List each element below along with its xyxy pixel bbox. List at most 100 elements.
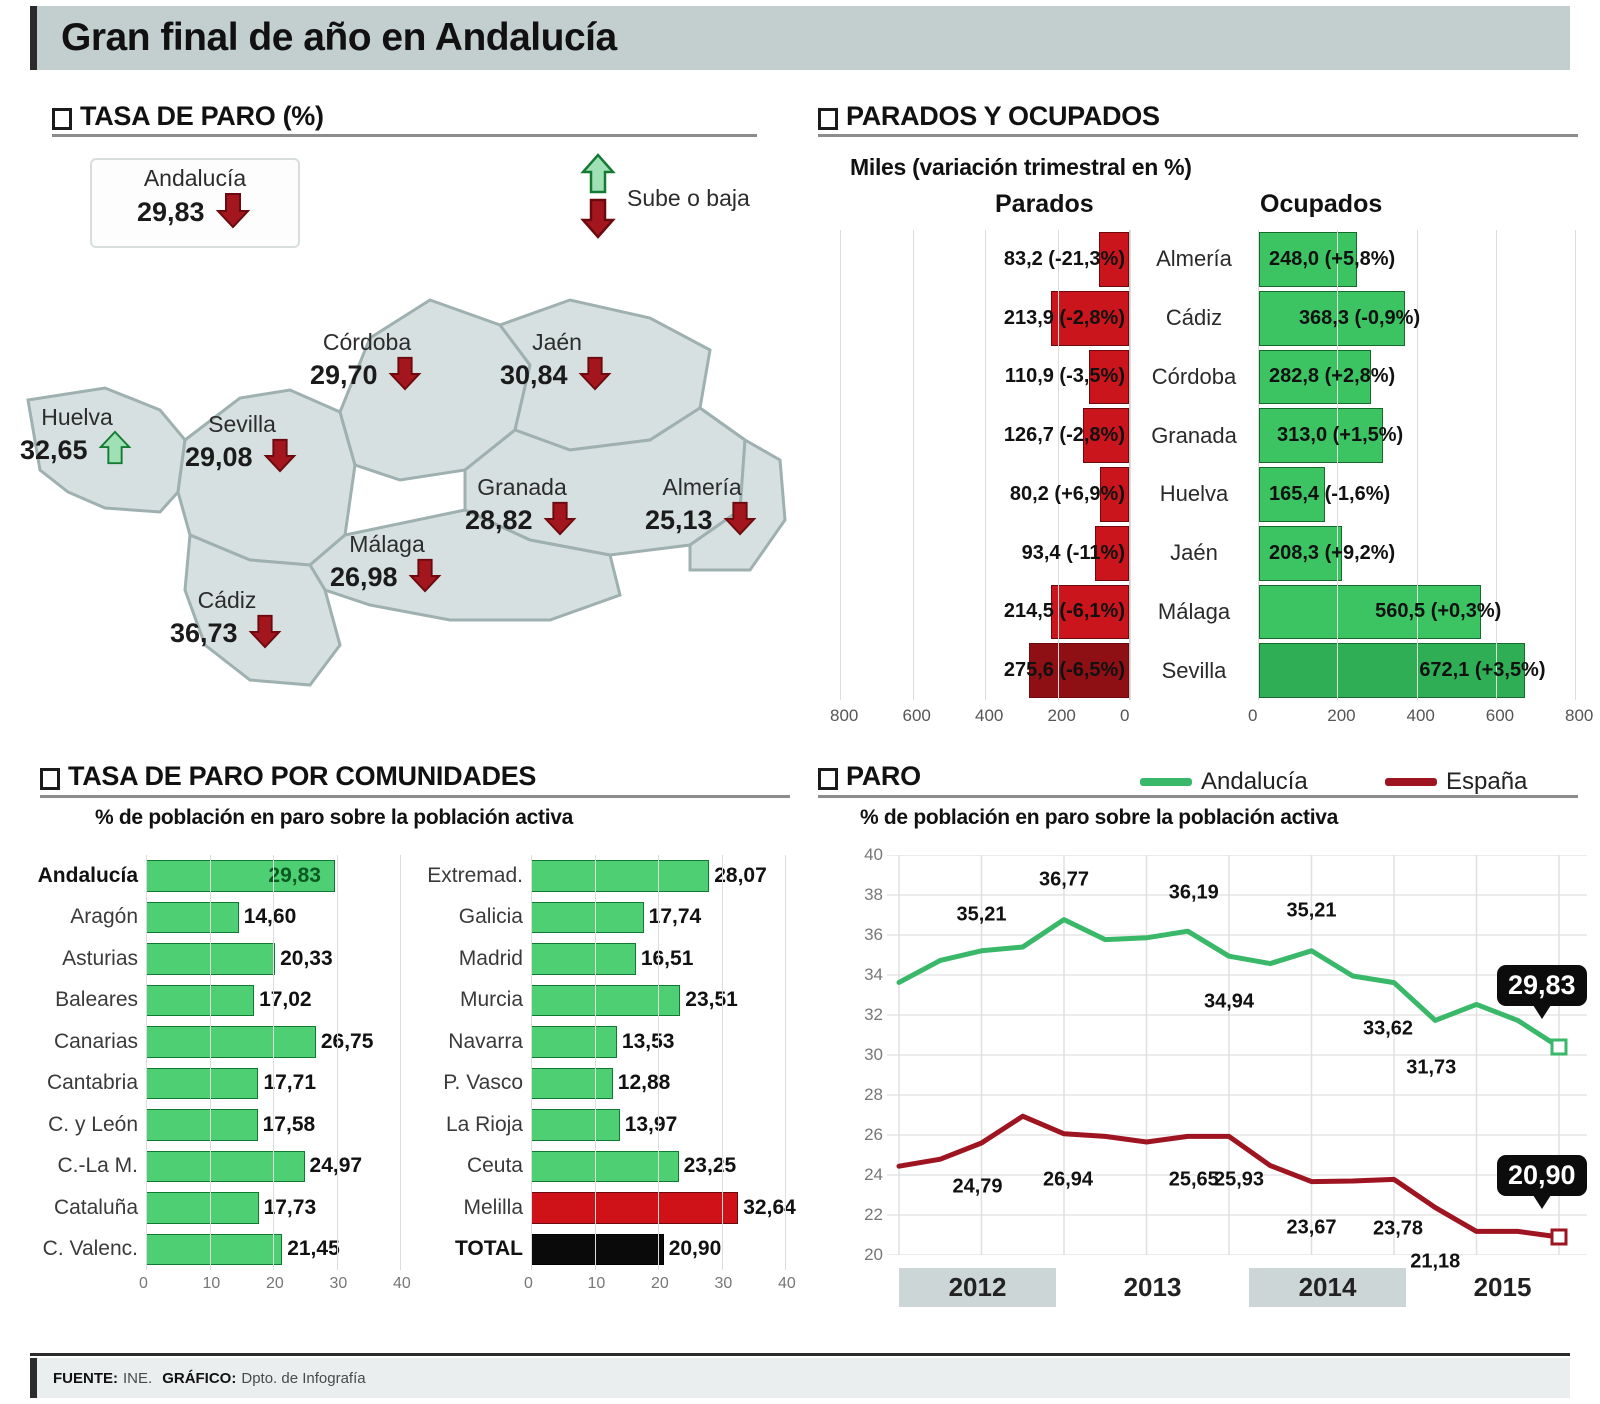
com-gridline: [209, 855, 211, 1270]
po-ocupados-cell: 368,3 (-0,9%): [1258, 288, 1575, 348]
po-gridline: [912, 230, 914, 700]
com-category-label: Melilla: [463, 1195, 523, 1219]
po-parados-cell: 80,2 (+6,9%): [840, 465, 1130, 524]
com-axis-tick: 40: [393, 1275, 411, 1292]
com-bar: [146, 860, 336, 892]
po-bar-ocupados: [1259, 349, 1372, 405]
po-axis-tick: 600: [1485, 706, 1515, 725]
com-axis-tick: 30: [329, 1275, 348, 1292]
po-bar-parados: [1029, 643, 1129, 698]
legend-label: Sube o baja: [627, 185, 750, 211]
po-category-label: Málaga: [1157, 598, 1231, 624]
com-axis-tick: 10: [587, 1275, 606, 1292]
com-row: Ceuta 23,25: [405, 1146, 785, 1188]
com-category-label: Madrid: [458, 946, 523, 970]
line-chart-year-label: 2012: [899, 1268, 1056, 1307]
po-category-label: Almería: [1156, 246, 1232, 272]
com-plot: 23,25: [531, 1146, 785, 1188]
com-gridline: [146, 855, 147, 1270]
line-chart-y-tick: 38: [864, 885, 883, 904]
com-plot: 13,53: [531, 1021, 785, 1063]
com-gridline: [594, 855, 596, 1270]
bullet-square-icon: [818, 768, 838, 790]
arrow-down-red-icon: [386, 354, 424, 397]
po-axis-tick: 800: [830, 706, 859, 725]
map-label-name: Córdoba: [322, 329, 412, 355]
line-chart-y-tick: 30: [864, 1045, 883, 1064]
map-label-value: 29,08: [185, 442, 253, 473]
po-bar-parados: [1051, 584, 1129, 640]
com-axis-tick: 0: [139, 1275, 148, 1292]
com-plot: 14,60: [146, 897, 400, 939]
com-row: C. Valenc. 21,45: [20, 1229, 400, 1271]
comunidades-chart: Andalucía 29,83 Aragón 14,60 Asturias 20,33 Ba…: [20, 855, 810, 1325]
com-plot: 28,07: [531, 855, 785, 897]
com-plot: 24,97: [146, 1146, 400, 1188]
footer-source-label: FUENTE:: [53, 1369, 118, 1387]
footer: FUENTE: INE. GRÁFICO: Dpto. de Infografí…: [30, 1358, 1570, 1398]
map-label-huelva: Huelva 32,65: [20, 405, 134, 472]
po-axis-tick: 600: [902, 706, 931, 725]
com-axis-tick: 20: [651, 1275, 669, 1292]
po-rows: 83,2 (-21,3%) Almería 248,0 (+5,8%) 213,9 (…: [840, 230, 1575, 700]
com-category-label: TOTAL: [454, 1237, 523, 1261]
line-callout-espana: 20,90: [1497, 1155, 1587, 1209]
line-chart-y-tick: 20: [864, 1245, 883, 1264]
po-bar-parados: [1083, 408, 1129, 463]
com-gridline: [785, 855, 786, 1270]
com-value: 17,73: [263, 1195, 317, 1219]
legend-swatch-espana-icon: [1385, 778, 1437, 786]
com-gridline: [531, 855, 532, 1270]
com-row: Melilla 32,64: [405, 1187, 796, 1229]
map-label-sevilla: Sevilla 29,08: [185, 412, 299, 479]
com-gridline: [273, 855, 274, 1270]
com-category-label: Cantabria: [46, 1071, 138, 1095]
po-bar-ocupados: [1259, 467, 1325, 522]
po-axis-tick: 400: [1406, 706, 1435, 725]
andalucia-summary-box: [90, 158, 300, 248]
po-axis-tick: 0: [1248, 706, 1258, 725]
map-label-value: 36,73: [170, 618, 238, 649]
line-chart-y-axis: 40 38 36 34 32 30 28 26 24 22 20: [845, 845, 883, 1264]
com-value: 26,75: [320, 1029, 374, 1053]
po-gridline: [1258, 230, 1259, 700]
com-row: Canarias 26,75: [20, 1021, 400, 1063]
com-category-label: Ceuta: [466, 1154, 523, 1178]
section-header-paro: PARO: [818, 763, 921, 790]
com-row: Aragón 14,60: [20, 897, 400, 939]
line-chart-year-label: 2015: [1473, 1272, 1532, 1302]
legend-espana: España: [1385, 768, 1527, 796]
section-header-parados-ocupados: PARADOS Y OCUPADOS: [818, 103, 1160, 130]
po-axis-tick: 800: [1565, 706, 1594, 725]
po-bar-ocupados: [1259, 290, 1405, 346]
po-bar-ocupados: [1259, 525, 1342, 581]
com-axis-tick: 40: [778, 1275, 796, 1292]
po-ocupados-cell: 208,3 (+9,2%): [1258, 523, 1575, 583]
com-bar: [531, 1233, 664, 1265]
com-bar: [531, 943, 636, 975]
com-bar: [146, 1026, 316, 1058]
com-axis-tick: 30: [714, 1275, 733, 1292]
com-category-label: Baleares: [55, 988, 138, 1012]
com-value: 16,51: [640, 946, 694, 970]
com-bar: [531, 984, 681, 1016]
arrow-down-red-icon: [213, 190, 253, 235]
map-label-malaga: Málaga 26,98: [330, 532, 444, 599]
map-label-name: Andalucía: [143, 165, 247, 191]
line-point-label: 35,21: [1286, 899, 1337, 922]
com-value: 17,58: [262, 1112, 316, 1136]
com-value: 23,25: [683, 1154, 737, 1178]
po-ocupados-cell: 560,5 (+0,3%): [1258, 582, 1575, 642]
comunidades-subtitle: % de población en paro sobre la població…: [95, 806, 574, 829]
section-rule: [818, 795, 1578, 798]
com-bar: [146, 1150, 305, 1182]
line-point-label: 26,94: [1042, 1168, 1094, 1191]
com-plot: 17,02: [146, 980, 400, 1022]
com-value: 20,33: [280, 946, 333, 970]
line-point-label: 24,79: [952, 1175, 1003, 1198]
map-label-value: 32,65: [20, 435, 88, 466]
map-legend-sube-o-baja: Sube o baja: [575, 150, 750, 247]
page-title-bar: Gran final de año en Andalucía: [30, 6, 1570, 70]
po-parados-value: 275,6 (-6,5%): [1003, 659, 1125, 682]
